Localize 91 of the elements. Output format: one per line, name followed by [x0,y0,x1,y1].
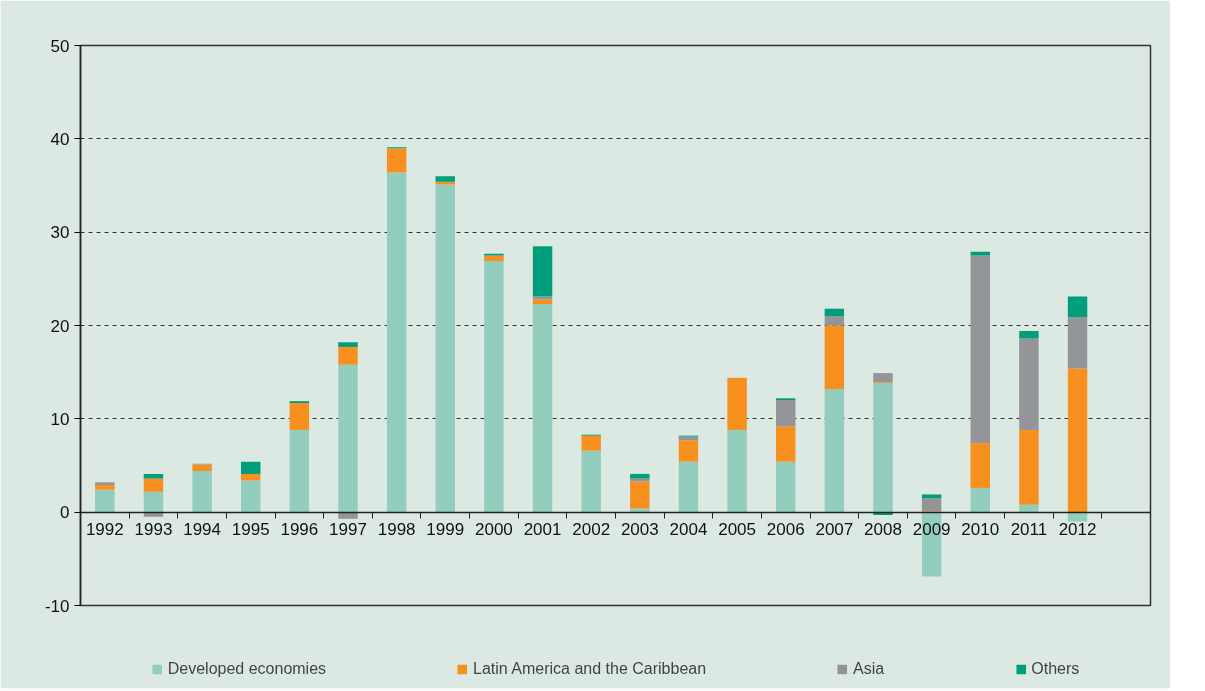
bar [95,482,115,486]
bar [581,450,601,513]
x-tick-label: 2012 [1058,520,1097,540]
bar [532,299,553,305]
bar [143,478,164,492]
bar [95,489,115,513]
x-tick-label: 1995 [231,520,270,540]
x-tick-label: 1992 [85,520,124,540]
bar [970,443,990,488]
bar [1019,504,1039,513]
x-tick-label: 1999 [426,520,465,540]
bar [435,184,455,513]
bar [386,172,407,513]
y-tick-label: 0 [60,503,70,523]
x-tick-label: 2005 [718,520,757,540]
bar [970,487,990,513]
bar [435,181,455,185]
bar [1019,430,1039,505]
bar [532,304,553,513]
bar [1067,296,1088,318]
bar [241,480,261,513]
bar [727,377,747,431]
bar [678,461,699,513]
x-tick-label: 2000 [475,520,513,540]
x-tick-label: 1994 [183,520,222,540]
bar [1067,368,1088,513]
bar [338,346,358,365]
bar [532,246,553,297]
y-tick-label: -10 [44,596,70,616]
x-tick-label: 1997 [329,520,367,540]
bar [824,308,845,317]
x-tick-label: 2003 [620,520,659,540]
bar [386,148,407,173]
bar [970,255,990,444]
bar [143,473,164,479]
bar [241,473,261,481]
bar [581,435,601,451]
x-tick-label: 2007 [815,520,854,540]
x-tick-label: 2006 [766,520,805,540]
bar [873,383,893,513]
bar [970,251,990,256]
x-tick-label: 2008 [864,520,902,540]
bar [776,461,796,513]
y-tick-label: 20 [50,316,70,336]
bar [678,440,699,462]
bar [338,364,358,513]
bar [824,325,845,389]
bar [435,176,455,182]
bar [776,426,796,462]
bar [95,485,115,490]
bar [289,402,310,431]
bar [338,342,358,347]
bar [484,255,504,262]
bar [1067,512,1088,522]
x-tick-label: 2002 [572,520,611,540]
y-tick-label: 30 [50,223,70,243]
bar [1019,338,1039,431]
bar [484,261,504,513]
x-tick-label: 2011 [1010,520,1048,540]
legend-label: Developed economies [167,660,327,679]
legend-label: Others [1031,660,1080,679]
x-tick-label: 2004 [669,520,708,540]
x-tick-label: 2001 [523,520,562,540]
x-tick-label: 1993 [134,520,173,540]
legend-label: Asia [853,660,885,679]
y-tick-label: 40 [50,129,70,149]
bar [630,481,650,509]
x-tick-label: 2010 [961,520,1000,540]
x-tick-label: 1996 [280,520,319,540]
bar [630,508,650,513]
bar [241,461,261,474]
x-tick-label: 1998 [377,520,416,540]
bar [921,494,942,499]
y-tick-label: 10 [50,409,70,429]
bar [338,512,358,519]
bar [143,491,164,513]
bar [1019,331,1039,339]
bar [873,373,893,383]
bar [630,473,650,479]
bar [921,498,942,512]
legend-label: Latin America and the Caribbean [473,660,707,679]
bar [727,430,747,513]
bar [824,316,845,326]
bar [192,464,212,472]
bar [1067,317,1088,369]
bar [192,471,212,513]
y-tick-label: 50 [50,36,70,56]
x-tick-label: 2009 [912,520,951,540]
bar [824,388,845,513]
bar [776,400,796,427]
bar [289,430,310,513]
